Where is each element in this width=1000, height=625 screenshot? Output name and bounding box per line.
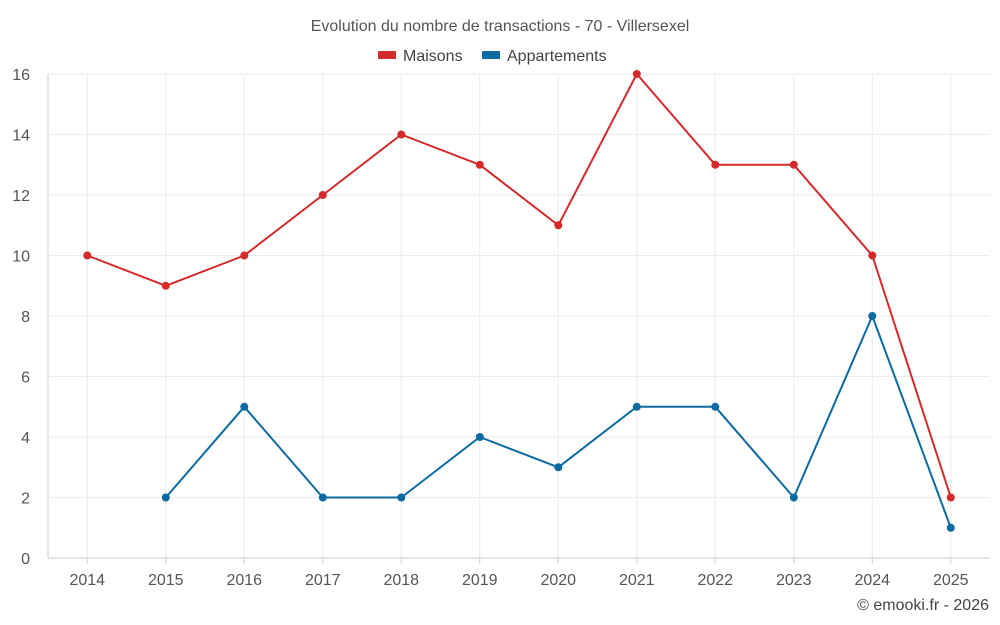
data-point-maisons-2014[interactable] bbox=[83, 251, 92, 260]
series-line-maisons bbox=[86, 73, 952, 498]
legend-swatch-maisons bbox=[378, 51, 396, 59]
data-point-maisons-2017[interactable] bbox=[318, 191, 327, 199]
data-point-appartements-2016[interactable] bbox=[240, 402, 249, 411]
data-point-appartements-2022[interactable] bbox=[711, 402, 720, 411]
data-point-maisons-2024[interactable] bbox=[868, 251, 877, 260]
x-tick-label-2015: 2015 bbox=[148, 572, 184, 589]
data-point-appartements-2021[interactable] bbox=[632, 402, 641, 411]
data-point-maisons-2020[interactable] bbox=[554, 221, 563, 230]
data-point-appartements-2025[interactable] bbox=[946, 523, 955, 532]
x-tick-label-2014: 2014 bbox=[69, 572, 105, 589]
axes: 0 2 4 6 8 10 12 14 16 2014 2015 2016 2017 2018 2019 202… bbox=[12, 67, 990, 589]
x-tick-label-2024: 2024 bbox=[854, 572, 890, 589]
y-tick-label-12: 12 bbox=[12, 188, 30, 205]
data-point-maisons-2016[interactable] bbox=[240, 251, 249, 260]
x-tick-label-2017: 2017 bbox=[305, 572, 341, 589]
legend-item-appartements[interactable]: Appartements bbox=[482, 48, 607, 65]
data-point-maisons-2015[interactable] bbox=[161, 281, 170, 290]
grid bbox=[48, 73, 990, 559]
x-tick-label-2022: 2022 bbox=[697, 572, 733, 589]
data-point-maisons-2025[interactable] bbox=[946, 493, 955, 502]
y-tick-label-6: 6 bbox=[21, 370, 30, 387]
x-tick-label-2023: 2023 bbox=[776, 572, 812, 589]
x-tick-label-2016: 2016 bbox=[226, 572, 262, 589]
legend-item-maisons[interactable]: Maisons bbox=[378, 48, 463, 65]
y-tick-label-16: 16 bbox=[12, 67, 30, 84]
data-point-appartements-2019[interactable] bbox=[475, 433, 484, 441]
y-tick-label-10: 10 bbox=[12, 249, 30, 266]
legend-label-maisons: Maisons bbox=[403, 48, 463, 65]
data-point-appartements-2020[interactable] bbox=[554, 463, 563, 472]
x-tick-label-2021: 2021 bbox=[619, 572, 655, 589]
series-appartements bbox=[161, 312, 955, 532]
legend: Maisons Appartements bbox=[378, 48, 607, 65]
data-point-appartements-2018[interactable] bbox=[397, 493, 406, 502]
legend-swatch-appartements bbox=[482, 51, 500, 59]
chart-title: Evolution du nombre de transactions - 70… bbox=[311, 18, 690, 35]
x-tick-label-2025: 2025 bbox=[933, 572, 969, 589]
data-point-appartements-2015[interactable] bbox=[161, 493, 170, 502]
data-point-appartements-2017[interactable] bbox=[318, 493, 327, 502]
legend-label-appartements: Appartements bbox=[507, 48, 607, 65]
data-point-maisons-2022[interactable] bbox=[711, 160, 720, 169]
data-point-appartements-2024[interactable] bbox=[868, 312, 877, 320]
series-maisons bbox=[83, 70, 955, 502]
x-tick-label-2018: 2018 bbox=[383, 572, 419, 589]
x-tick-label-2019: 2019 bbox=[462, 572, 498, 589]
y-tick-label-4: 4 bbox=[21, 430, 30, 447]
data-point-appartements-2023[interactable] bbox=[789, 493, 798, 502]
series-layer bbox=[83, 70, 955, 532]
data-point-maisons-2023[interactable] bbox=[789, 160, 798, 169]
credit-text: © emooki.fr - 2026 bbox=[857, 597, 989, 614]
y-tick-label-0: 0 bbox=[21, 551, 30, 568]
x-tick-label-2020: 2020 bbox=[540, 572, 576, 589]
data-point-maisons-2018[interactable] bbox=[397, 130, 406, 139]
data-point-maisons-2019[interactable] bbox=[475, 160, 484, 169]
y-tick-label-14: 14 bbox=[12, 128, 30, 145]
y-tick-label-2: 2 bbox=[21, 491, 30, 508]
data-point-maisons-2021[interactable] bbox=[632, 70, 641, 78]
y-tick-label-8: 8 bbox=[21, 309, 30, 326]
